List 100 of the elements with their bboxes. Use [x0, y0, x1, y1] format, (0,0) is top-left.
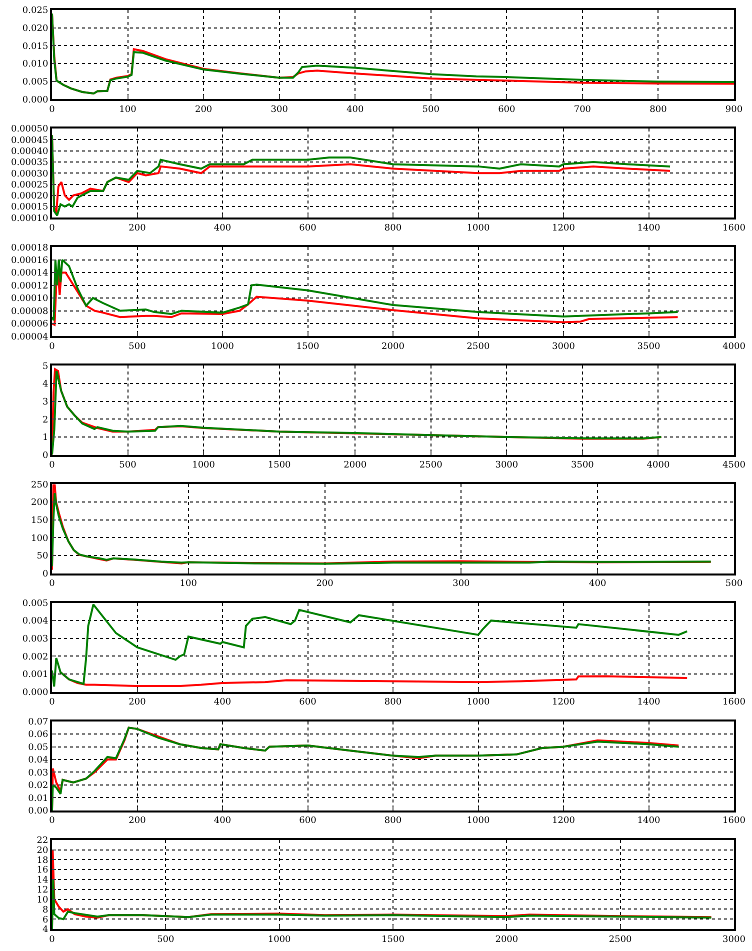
y-tick-label: 0.004: [22, 616, 48, 627]
x-tick-label: 4500: [722, 460, 746, 471]
y-tick-label: 0.000: [22, 688, 48, 698]
x-tick-label: 600: [299, 816, 317, 826]
x-tick-label: 0: [49, 460, 56, 471]
y-tick-label: 20: [36, 846, 48, 856]
y-tick-label: 12: [36, 886, 48, 896]
x-tick-label: 1600: [722, 816, 746, 826]
y-tick-label: 0.002: [22, 652, 48, 662]
y-tick-label: 0.00010: [10, 294, 48, 304]
y-tick-label: 0.00025: [10, 180, 48, 190]
y-tick-label: 0.05: [28, 742, 48, 753]
x-tick-label: 400: [214, 698, 232, 708]
x-tick-label: 200: [194, 104, 212, 115]
y-tick-label: 0.025: [22, 6, 48, 16]
y-tick-label: 0.00: [28, 806, 48, 817]
x-tick-label: 1500: [382, 934, 405, 945]
x-tick-label: 2000: [495, 934, 518, 945]
x-tick-label: 0: [49, 698, 56, 708]
x-tick-label: 3000: [722, 934, 746, 945]
y-tick-label: 0.001: [22, 670, 48, 680]
y-tick-label: 18: [36, 856, 48, 866]
y-tick-label: 6: [42, 915, 48, 926]
x-tick-label: 1200: [552, 223, 576, 234]
y-tick-label: 0.015: [22, 42, 48, 52]
x-tick-label: 500: [119, 460, 137, 471]
y-tick-label: 0.02: [28, 781, 48, 792]
x-tick-label: 1400: [637, 698, 660, 708]
y-tick-label: 4: [42, 925, 48, 936]
y-tick-label: 150: [31, 516, 48, 526]
x-tick-label: 2500: [466, 342, 490, 352]
y-tick-label: 0.04: [28, 756, 48, 766]
x-tick-label: 1000: [192, 460, 216, 471]
x-tick-label: 500: [422, 104, 440, 115]
y-tick-label: 0.020: [22, 24, 48, 34]
y-tick-label: 0.00006: [10, 320, 48, 330]
x-tick-label: 500: [157, 934, 175, 945]
x-tick-label: 200: [316, 579, 334, 590]
x-tick-label: 3000: [552, 342, 576, 352]
x-tick-label: 0: [49, 104, 56, 115]
y-tick-label: 3: [42, 397, 48, 408]
y-tick-label: 14: [36, 876, 48, 886]
y-tick-label: 250: [31, 480, 48, 490]
x-tick-label: 200: [128, 698, 146, 708]
y-tick-label: 0.00010: [10, 214, 48, 224]
x-tick-label: 600: [299, 698, 317, 708]
line-series: [52, 604, 688, 688]
x-tick-label: 2500: [419, 460, 443, 471]
y-tick-label: 16: [36, 866, 48, 876]
x-tick-label: 800: [384, 816, 402, 826]
y-tick-label: 5: [42, 362, 48, 372]
x-tick-label: 1000: [466, 698, 490, 708]
x-tick-label: 600: [498, 104, 516, 115]
y-tick-label: 0.00040: [10, 146, 48, 157]
x-tick-label: 1500: [296, 342, 320, 352]
y-tick-label: 4: [42, 380, 48, 390]
y-tick-label: 8: [42, 905, 48, 916]
y-tick-label: 10: [36, 895, 48, 906]
y-tick-label: 0: [42, 569, 48, 580]
y-tick-label: 0.00018: [10, 243, 48, 254]
x-tick-label: 800: [384, 698, 402, 708]
y-tick-label: 50: [36, 552, 48, 562]
y-tick-label: 0.00030: [10, 169, 48, 180]
y-tick-label: 0.03: [28, 768, 48, 778]
x-tick-label: 300: [270, 104, 288, 115]
y-tick-label: 0.00012: [10, 281, 48, 292]
y-tick-label: 200: [31, 498, 48, 508]
x-tick-label: 1000: [268, 934, 292, 945]
x-tick-label: 400: [346, 104, 364, 115]
line-series: [52, 258, 679, 322]
y-tick-label: 0.01: [28, 794, 48, 804]
x-tick-label: 500: [725, 579, 743, 590]
x-tick-label: 2000: [382, 342, 405, 352]
y-tick-label: 0.00020: [10, 192, 48, 202]
x-tick-label: 400: [589, 579, 606, 590]
x-tick-label: 100: [119, 104, 137, 115]
x-tick-label: 1500: [268, 460, 292, 471]
x-tick-label: 800: [650, 104, 668, 115]
y-tick-label: 0.06: [28, 730, 48, 740]
y-tick-label: 0.00045: [10, 136, 48, 146]
x-tick-label: 200: [128, 223, 146, 234]
x-tick-label: 1000: [466, 223, 490, 234]
x-tick-label: 900: [725, 104, 743, 115]
y-tick-label: 0.07: [28, 717, 48, 728]
x-tick-label: 0: [49, 342, 56, 352]
y-tick-label: 0.000: [22, 95, 48, 106]
line-series: [52, 878, 712, 929]
x-tick-label: 600: [299, 223, 317, 234]
x-tick-label: 300: [452, 579, 470, 590]
y-tick-label: 0.003: [22, 634, 48, 645]
y-tick-label: 0.010: [22, 60, 48, 70]
x-tick-label: 400: [214, 223, 232, 234]
x-tick-label: 1000: [466, 816, 490, 826]
x-tick-label: 3000: [495, 460, 518, 471]
x-tick-label: 0: [49, 816, 56, 826]
x-tick-label: 0: [49, 223, 56, 234]
x-tick-label: 400: [214, 816, 232, 826]
x-tick-label: 1400: [637, 816, 660, 826]
x-tick-label: 1200: [552, 698, 576, 708]
y-tick-label: 2: [42, 415, 48, 426]
